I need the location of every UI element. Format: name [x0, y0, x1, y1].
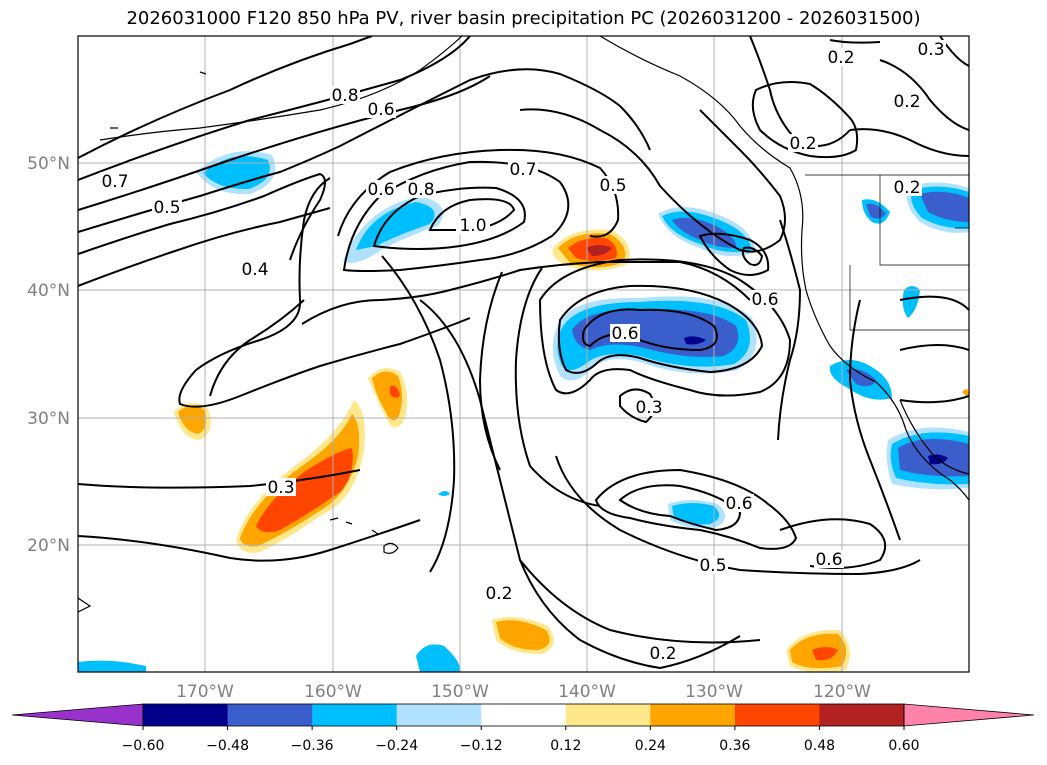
contour-label: 0.4: [241, 260, 268, 280]
contour-label: 0.2: [649, 644, 676, 664]
lon-label: 130°W: [685, 682, 743, 702]
colorbar-extend-high: [903, 703, 1035, 727]
contour-label: 0.8: [407, 180, 434, 200]
contour-label: 0.8: [331, 86, 358, 106]
contour-label: 0.3: [635, 398, 662, 418]
colorbar-tick-label: −0.48: [206, 738, 249, 754]
pv-contours: [78, 36, 969, 670]
lat-label: 30°N: [27, 409, 70, 429]
lon-label: 160°W: [304, 682, 362, 702]
map-title: 2026031000 F120 850 hPa PV, river basin …: [126, 8, 921, 29]
lat-label: 50°N: [27, 154, 70, 174]
contour-label: 0.6: [725, 494, 752, 514]
colorbar-tick-label: 0.12: [550, 738, 581, 754]
colorbar-segment: [565, 704, 651, 726]
contour-label: 0.6: [367, 100, 394, 120]
lon-label: 170°W: [176, 682, 234, 702]
contour-label: 0.3: [917, 40, 944, 60]
colorbar-segment: [396, 704, 482, 726]
colorbar-tick-label: −0.24: [375, 738, 418, 754]
colorbar-segment: [143, 704, 229, 726]
colorbar-frame: [142, 703, 905, 727]
lon-label: 140°W: [558, 682, 616, 702]
colorbar-segment: [481, 704, 567, 726]
contour-label: 0.6: [751, 290, 778, 310]
lat-label: 20°N: [27, 536, 70, 556]
colorbar-segment: [734, 704, 820, 726]
contour-label: 0.5: [153, 198, 180, 218]
contour-label-group: 0.8 0.6 0.7 0.5 0.6 0.8 1.0 0.7 0.5 0.4 …: [100, 40, 946, 664]
contour-label: 0.3: [267, 478, 294, 498]
contour-label: 0.2: [893, 178, 920, 198]
contour-label: 0.6: [367, 180, 394, 200]
colorbar-segment: [227, 704, 313, 726]
contour-label: 0.7: [101, 172, 128, 192]
colorbar-segment: [819, 704, 905, 726]
map-frame: [77, 35, 970, 673]
colorbar-tick-label: −0.36: [291, 738, 334, 754]
contour-label: 0.6: [815, 550, 842, 570]
contour-label: 0.2: [893, 92, 920, 112]
colorbar-segment: [650, 704, 736, 726]
lon-label: 120°W: [813, 682, 871, 702]
contour-label: 0.7: [509, 160, 536, 180]
lon-axis: 170°W 160°W 150°W 140°W 130°W 120°W: [176, 682, 871, 702]
contour-label: 1.0: [459, 216, 486, 236]
lon-label: 150°W: [431, 682, 489, 702]
contour-label: 0.2: [485, 584, 512, 604]
contour-label: 0.2: [789, 134, 816, 154]
colorbar-tick-label: 0.48: [804, 738, 835, 754]
lat-axis: 50°N 40°N 30°N 20°N: [27, 154, 70, 556]
contour-label: 0.6: [611, 324, 638, 344]
precip-shading: [78, 151, 969, 672]
contour-label: 0.5: [699, 556, 726, 576]
colorbar-tick-label: −0.60: [122, 738, 165, 754]
colorbar-extend-low: [11, 703, 144, 727]
colorbar-tick-label: 0.24: [635, 738, 666, 754]
lat-label: 40°N: [27, 281, 70, 301]
colorbar-tick-label: 0.36: [719, 738, 750, 754]
contour-label: 0.5: [599, 176, 626, 196]
colorbar: −0.60 −0.48 −0.36 −0.24 −0.12 0.12 0.24 0.36 0.4…: [11, 703, 1035, 754]
colorbar-tick-label: 0.60: [888, 738, 919, 754]
contour-label: 0.2: [827, 48, 854, 68]
colorbar-segment: [312, 704, 398, 726]
coastlines: [78, 36, 969, 613]
colorbar-tick-label: −0.12: [460, 738, 503, 754]
